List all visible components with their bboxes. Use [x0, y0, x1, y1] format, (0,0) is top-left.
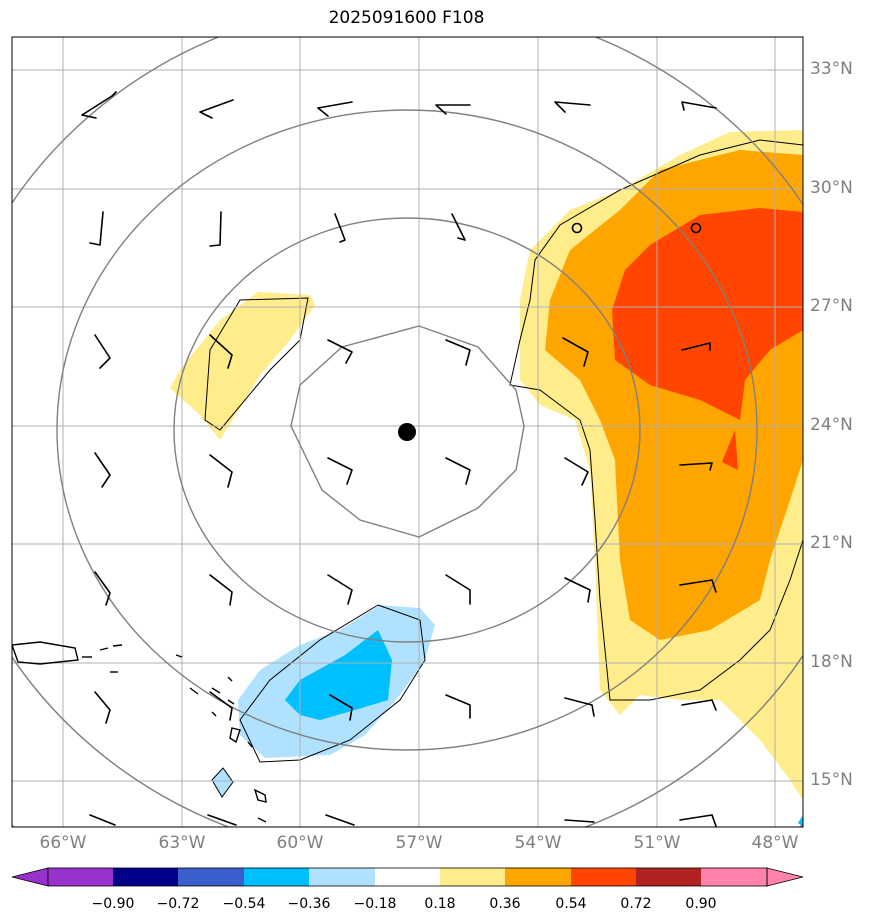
- lat-label: 18°N: [810, 652, 853, 672]
- positive-anomaly-strong-small: [722, 430, 738, 470]
- colorbar-tick-label: −0.90: [91, 896, 135, 912]
- lat-label: 24°N: [810, 415, 853, 435]
- colorbar-cell: [178, 868, 244, 886]
- lat-label: 21°N: [810, 533, 853, 553]
- map-title: 2025091600 F108: [328, 8, 485, 28]
- colorbar-cell: [440, 868, 505, 886]
- negative-anomaly-small: [211, 767, 234, 798]
- storm-center-marker: [398, 423, 416, 441]
- colorbar-cell: [309, 868, 375, 886]
- anomaly-shading: [170, 130, 803, 827]
- colorbar-tick-label: −0.36: [287, 896, 331, 912]
- lon-label: 48°W: [751, 833, 799, 853]
- colorbar-tick-label: 0.36: [489, 896, 521, 912]
- colorbar-cell: [571, 868, 636, 886]
- colorbar-cell: [113, 868, 178, 886]
- positive-anomaly-strong: [612, 208, 803, 420]
- gridlines: [12, 37, 803, 827]
- colorbar-tick-label: −0.54: [222, 896, 266, 912]
- negative-anomaly-medium: [285, 630, 392, 720]
- lat-label: 27°N: [810, 296, 853, 316]
- colorbar-tick-label: −0.72: [156, 896, 200, 912]
- colorbar-tick-label: 0.90: [685, 896, 717, 912]
- colorbar-cell: [505, 868, 571, 886]
- colorbar-tick-label: 0.54: [555, 896, 587, 912]
- colorbar-cell: [375, 868, 440, 886]
- lon-label: 63°W: [158, 833, 206, 853]
- lon-label: 51°W: [633, 833, 681, 853]
- colorbar: [11, 867, 804, 887]
- lon-label: 57°W: [395, 833, 443, 853]
- coastlines: [12, 641, 267, 823]
- station-marker: [690, 222, 702, 234]
- plot-frame: [11, 36, 804, 828]
- lon-label: 66°W: [39, 833, 87, 853]
- lon-label: 60°W: [276, 833, 324, 853]
- colorbar-tick-label: 0.18: [424, 896, 456, 912]
- lon-label: 54°W: [514, 833, 562, 853]
- lat-label: 33°N: [810, 59, 853, 79]
- colorbar-cell: [636, 868, 701, 886]
- lat-label: 30°N: [810, 178, 853, 198]
- colorbar-tick-label: −0.18: [353, 896, 397, 912]
- colorbar-cell: [244, 868, 309, 886]
- station-marker: [571, 222, 583, 234]
- colorbar-cell: [48, 868, 113, 886]
- colorbar-tick-label: 0.72: [620, 896, 652, 912]
- wind-barbs: [81, 91, 717, 827]
- lat-label: 15°N: [810, 770, 853, 790]
- colorbar-cell: [701, 868, 767, 886]
